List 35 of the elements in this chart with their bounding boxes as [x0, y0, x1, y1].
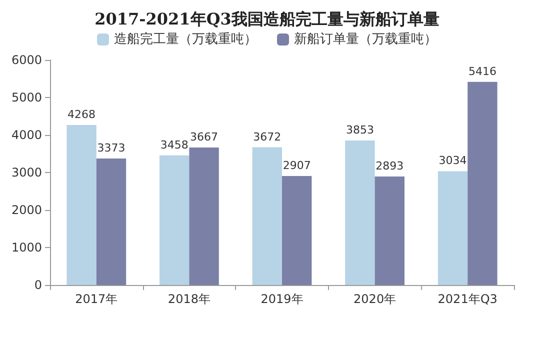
bar — [160, 155, 190, 285]
data-label: 3672 — [253, 130, 282, 144]
legend-label: 新船订单量（万载重吨） — [294, 32, 437, 47]
x-tick-label: 2020年 — [354, 292, 396, 306]
data-label: 3373 — [97, 142, 126, 155]
bar — [96, 158, 126, 285]
bar — [374, 176, 404, 285]
y-tick-label: 2000 — [11, 203, 42, 217]
chart-title: 2017-2021年Q3我国造船完工量与新船订单量 — [94, 10, 440, 28]
data-label: 3667 — [190, 130, 218, 144]
bar — [438, 171, 468, 285]
y-tick-label: 4000 — [11, 128, 42, 142]
data-label: 3853 — [346, 124, 374, 137]
data-label: 5416 — [468, 64, 496, 78]
bar — [189, 147, 219, 285]
data-label: 2893 — [376, 160, 404, 173]
x-tick-label: 2021年Q3 — [438, 292, 498, 306]
y-tick-label: 0 — [34, 278, 42, 292]
y-tick-label: 3000 — [11, 166, 42, 180]
x-tick-label: 2018年 — [168, 292, 210, 306]
bar — [468, 82, 498, 285]
bar — [252, 147, 282, 285]
legend-label: 造船完工量（万载重吨） — [114, 31, 257, 47]
bar — [345, 140, 375, 285]
data-label: 4268 — [68, 108, 96, 121]
bar — [282, 176, 312, 285]
y-tick-label: 6000 — [11, 53, 42, 67]
data-label: 2907 — [282, 158, 311, 172]
data-label: 3034 — [438, 154, 467, 168]
x-tick-label: 2019年 — [260, 292, 304, 306]
y-tick-label: 5000 — [11, 90, 42, 104]
x-tick-label: 2017年 — [75, 292, 118, 306]
data-label: 3458 — [160, 138, 188, 152]
bar — [66, 124, 96, 285]
y-tick-label: 1000 — [11, 240, 42, 254]
